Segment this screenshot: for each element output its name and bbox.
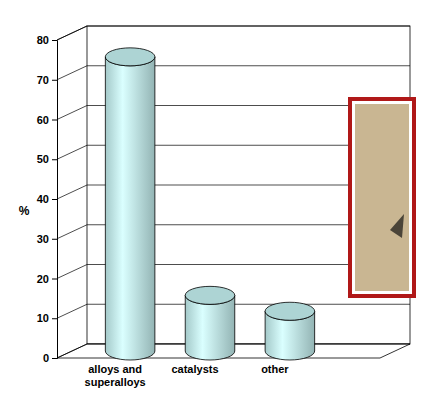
- tick: 10: [37, 312, 57, 324]
- tick-label: 20: [37, 273, 49, 285]
- category-label: other: [261, 363, 289, 375]
- bar-top: [265, 302, 315, 320]
- y-axis: 0 10 20 30 40 50 60 70 80: [37, 34, 58, 364]
- tick-label: 70: [37, 74, 49, 86]
- inset-picture: [348, 97, 416, 298]
- tick-mark: [52, 120, 57, 121]
- frame: [348, 97, 416, 298]
- tick: 0: [43, 352, 57, 364]
- tick-mark: [52, 159, 57, 160]
- axis-line: [52, 41, 58, 359]
- tick: 40: [37, 193, 57, 205]
- tick-mark: [52, 239, 57, 240]
- tick: 20: [37, 273, 57, 285]
- frame-gap: [352, 101, 412, 294]
- tick: 50: [37, 153, 57, 165]
- tick-mark: [52, 358, 57, 359]
- tick: 80: [37, 34, 57, 46]
- tick-label: 30: [37, 233, 49, 245]
- tick-label: 60: [37, 114, 49, 126]
- axis-title: %: [19, 204, 30, 218]
- tick-label: 40: [37, 193, 49, 205]
- bar-body: [185, 295, 235, 360]
- tick: 30: [37, 233, 57, 245]
- chart: 0 10 20 30 40 50 60 70 80% alloys andsuperalloys c…: [0, 0, 424, 406]
- photo-detail: [390, 214, 404, 238]
- tick-label: 0: [43, 352, 49, 364]
- tick-mark: [52, 318, 57, 319]
- bar-top: [105, 48, 155, 66]
- tick-mark: [52, 279, 57, 280]
- tick-label: 50: [37, 153, 49, 165]
- tick-label: 80: [37, 34, 49, 46]
- bars: [105, 48, 314, 360]
- category-label: catalysts: [171, 363, 218, 375]
- grid-line: [57, 26, 410, 40]
- tick-mark: [52, 40, 57, 41]
- tick: 70: [37, 74, 57, 86]
- photo: [355, 104, 409, 291]
- category-label: alloys andsuperalloys: [85, 363, 146, 388]
- tick: 60: [37, 114, 57, 126]
- bar-top: [185, 286, 235, 304]
- tick-label: 10: [37, 312, 49, 324]
- tick-mark: [52, 199, 57, 200]
- tick-mark: [52, 80, 57, 81]
- bar-body: [105, 57, 155, 360]
